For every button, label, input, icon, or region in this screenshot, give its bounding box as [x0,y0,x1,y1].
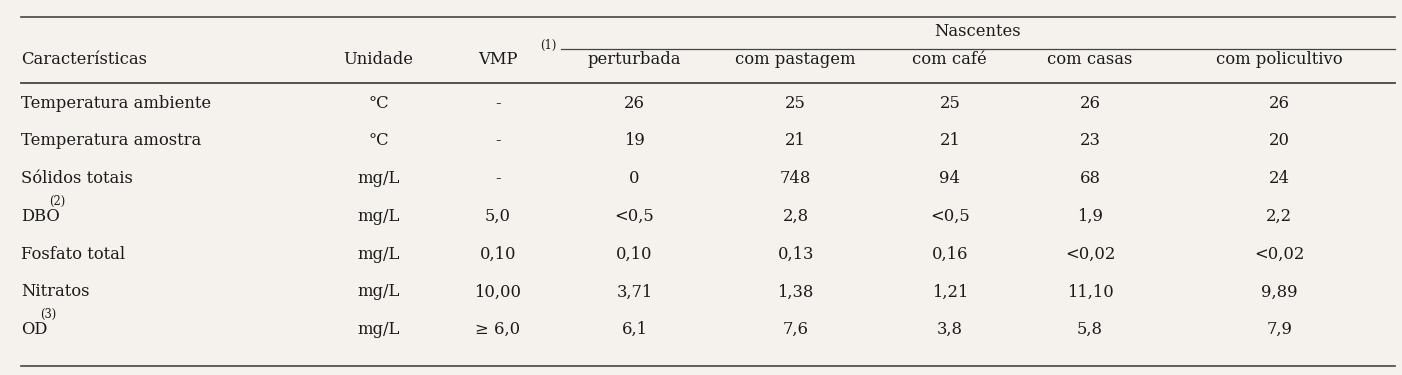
Text: perturbada: perturbada [587,51,681,69]
Text: Unidade: Unidade [343,51,414,69]
Text: 21: 21 [939,132,960,149]
Text: 25: 25 [785,94,806,112]
Text: 7,9: 7,9 [1266,321,1293,338]
Text: Nascentes: Nascentes [935,23,1021,40]
Text: 26: 26 [1080,94,1101,112]
Text: Temperatura amostra: Temperatura amostra [21,132,202,149]
Text: 0,13: 0,13 [778,246,813,263]
Text: 748: 748 [780,170,812,187]
Text: -: - [495,170,501,187]
Text: °C: °C [369,132,388,149]
Text: Características: Características [21,51,147,69]
Text: DBO: DBO [21,208,60,225]
Text: 68: 68 [1080,170,1101,187]
Text: 5,0: 5,0 [485,208,510,225]
Text: 6,1: 6,1 [621,321,648,338]
Text: <0,5: <0,5 [930,208,970,225]
Text: 94: 94 [939,170,960,187]
Text: 3,71: 3,71 [617,284,652,300]
Text: 1,38: 1,38 [778,284,813,300]
Text: com pastagem: com pastagem [736,51,855,69]
Text: Temperatura ambiente: Temperatura ambiente [21,94,212,112]
Text: <0,02: <0,02 [1066,246,1115,263]
Text: 26: 26 [624,94,645,112]
Text: com casas: com casas [1047,51,1133,69]
Text: (3): (3) [39,308,56,321]
Text: 5,8: 5,8 [1077,321,1103,338]
Text: 3,8: 3,8 [937,321,963,338]
Text: 0,10: 0,10 [615,246,653,263]
Text: mg/L: mg/L [358,321,400,338]
Text: mg/L: mg/L [358,170,400,187]
Text: ≥ 6,0: ≥ 6,0 [475,321,520,338]
Text: 2,8: 2,8 [782,208,809,225]
Text: <0,02: <0,02 [1255,246,1304,263]
Text: 2,2: 2,2 [1266,208,1293,225]
Text: mg/L: mg/L [358,246,400,263]
Text: (1): (1) [540,39,557,51]
Text: 11,10: 11,10 [1067,284,1113,300]
Text: 10,00: 10,00 [474,284,522,300]
Text: 0,10: 0,10 [479,246,516,263]
Text: 23: 23 [1080,132,1101,149]
Text: -: - [495,94,501,112]
Text: com policultivo: com policultivo [1216,51,1343,69]
Text: 19: 19 [624,132,645,149]
Text: 21: 21 [785,132,806,149]
Text: 24: 24 [1269,170,1290,187]
Text: Nitratos: Nitratos [21,284,90,300]
Text: mg/L: mg/L [358,208,400,225]
Text: 0: 0 [629,170,639,187]
Text: (2): (2) [49,195,66,208]
Text: 26: 26 [1269,94,1290,112]
Text: 1,9: 1,9 [1077,208,1103,225]
Text: 0,16: 0,16 [931,246,969,263]
Text: 25: 25 [939,94,960,112]
Text: Fosfato total: Fosfato total [21,246,125,263]
Text: 20: 20 [1269,132,1290,149]
Text: °C: °C [369,94,388,112]
Text: <0,5: <0,5 [614,208,655,225]
Text: 9,89: 9,89 [1260,284,1298,300]
Text: -: - [495,132,501,149]
Text: VMP: VMP [478,51,517,69]
Text: 7,6: 7,6 [782,321,809,338]
Text: Sólidos totais: Sólidos totais [21,170,133,187]
Text: mg/L: mg/L [358,284,400,300]
Text: OD: OD [21,321,48,338]
Text: 1,21: 1,21 [932,284,967,300]
Text: com café: com café [913,51,987,69]
